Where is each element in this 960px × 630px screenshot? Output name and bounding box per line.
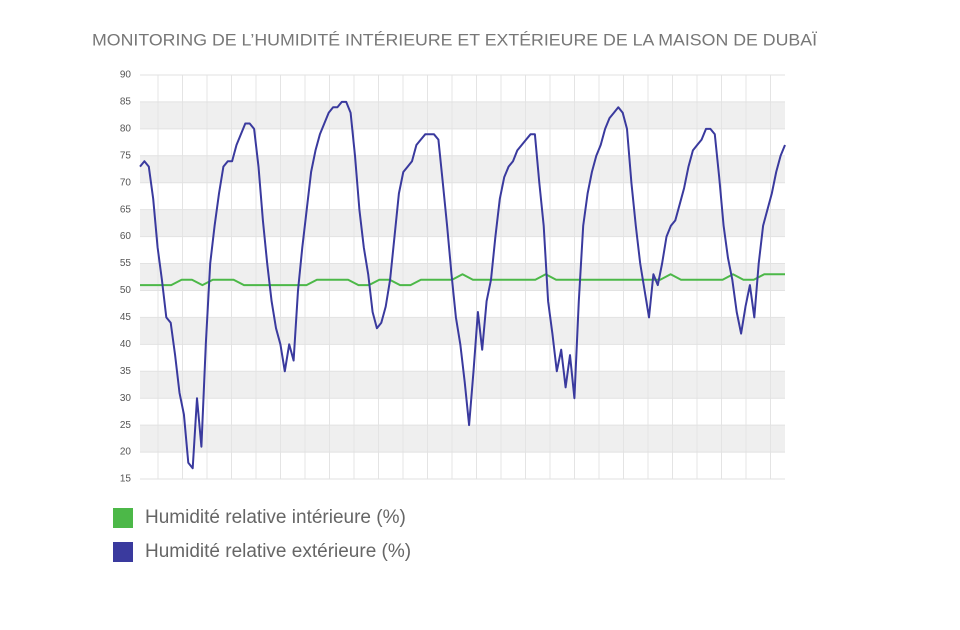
series-line: [140, 273, 785, 287]
legend-label: Humidité relative extérieure (%): [145, 541, 411, 562]
y-tick-label: 25: [120, 420, 132, 431]
grid-band: [140, 263, 785, 291]
legend-label: Humidité relative intérieure (%): [145, 507, 406, 528]
chart-title: MONITORING DE L’HUMIDITÉ INTÉRIEURE ET E…: [92, 30, 817, 49]
y-tick-label: 65: [120, 204, 132, 215]
legend-swatch: [113, 508, 133, 528]
y-tick-label: 30: [120, 393, 132, 404]
y-tick-label: 15: [120, 474, 132, 485]
series-line: [139, 100, 786, 470]
y-tick-label: 40: [120, 339, 132, 350]
y-tick-label: 60: [120, 231, 132, 242]
grid-band: [140, 317, 785, 345]
y-tick-label: 90: [120, 70, 132, 81]
grid-band: [140, 425, 785, 453]
y-tick-label: 75: [120, 150, 132, 161]
grid-band: [140, 101, 785, 129]
y-tick-label: 45: [120, 312, 132, 323]
y-tick-label: 50: [120, 285, 132, 296]
y-tick-label: 35: [120, 366, 132, 377]
legend-swatch: [113, 542, 133, 562]
y-tick-label: 55: [120, 258, 132, 269]
y-tick-label: 85: [120, 97, 132, 108]
grid-band: [140, 371, 785, 399]
y-tick-label: 80: [120, 124, 132, 135]
y-tick-label: 70: [120, 177, 132, 188]
grid-band: [140, 155, 785, 183]
y-tick-label: 20: [120, 447, 132, 458]
grid-band: [140, 209, 785, 237]
